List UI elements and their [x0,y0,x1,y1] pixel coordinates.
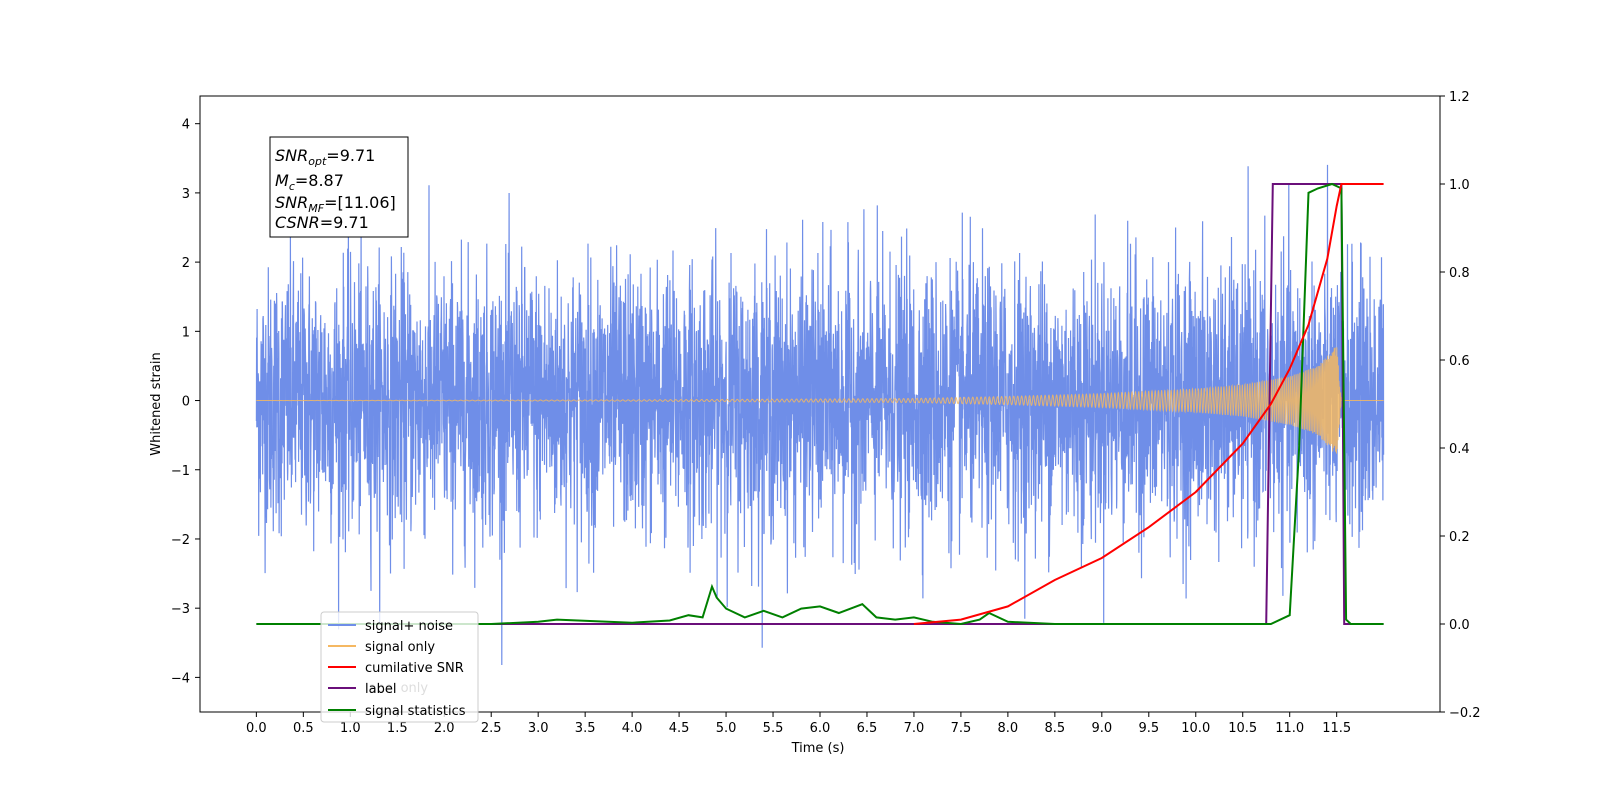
y-left-tick-label: 4 [182,118,190,133]
x-tick-label: 6.5 [857,721,878,736]
y-left-tick-label: −2 [171,533,190,548]
legend-label: signal statistics [365,704,466,719]
y-right-tick-label: 1.2 [1449,90,1470,105]
y-left-tick-label: 2 [182,256,190,271]
x-tick-label: 4.0 [622,721,643,736]
y-right-tick-label: 0.8 [1449,266,1470,281]
x-tick-label: 1.0 [340,721,361,736]
y-right-tick-label: 0.0 [1449,618,1470,633]
legend-frame [320,611,479,723]
x-tick-label: 5.5 [763,721,784,736]
x-tick-label: 11.5 [1322,721,1351,736]
x-tick-label: 7.0 [904,721,925,736]
y-right-tick-label: 0.2 [1449,530,1470,545]
x-tick-label: 8.5 [1045,721,1066,736]
stat-csnr: CSNR=9.71 [275,213,369,232]
x-tick-label: 6.0 [810,721,831,736]
x-tick-label: 0.0 [246,721,267,736]
plot-area [255,164,1385,666]
x-tick-label: 7.5 [951,721,972,736]
stats-annotation-box: SNRopt=9.71 Mc=8.87 SNRMF=[11.06] CSNR=9… [269,136,409,238]
x-tick-label: 2.0 [434,721,455,736]
x-axis-title: Time (s) [791,741,845,756]
x-tick-label: 9.0 [1091,721,1112,736]
series-signal-noise-line [255,164,1385,666]
y-axis-title: Whitened strain [149,352,164,455]
y-right-tick-label: 0.6 [1449,354,1470,369]
y-right-tick-label: 0.4 [1449,442,1470,457]
x-axis: 0.0 0.5 1.0 1.5 2.0 2.5 3.0 3.5 4.0 4.5 5.0 5.5 6.0 6… [246,712,1351,736]
y-left-tick-label: −4 [171,671,190,686]
x-tick-label: 8.0 [998,721,1019,736]
stat-snr-mf: SNRMF=[11.06] [275,193,396,215]
y-axis-right: −0.2 0.0 0.2 0.4 0.6 0.8 1.0 1.2 [1440,90,1481,721]
y-axis-left: −4 −3 −2 −1 0 1 2 3 4 [171,118,200,686]
x-tick-label: 11.0 [1275,721,1304,736]
y-right-tick-label: −0.2 [1449,706,1481,721]
legend-label: label [365,682,396,697]
series-signal-statistics-line [256,182,1384,626]
x-tick-label: 1.5 [387,721,408,736]
stats-box-frame [269,136,409,238]
x-tick-label: 2.5 [481,721,502,736]
x-tick-label: 9.5 [1138,721,1159,736]
legend-label: signal+ noise [365,619,453,634]
x-tick-label: 10.5 [1228,721,1257,736]
x-tick-label: 4.5 [669,721,690,736]
x-tick-label: 10.0 [1181,721,1210,736]
x-tick-label: 5.0 [716,721,737,736]
x-tick-label: 0.5 [293,721,314,736]
x-tick-label: 3.5 [575,721,596,736]
legend-label: cumilative SNR [365,661,464,676]
series-signal-only-line [256,347,1384,454]
y-right-tick-label: 1.0 [1449,178,1470,193]
legend-label: signal only [365,640,435,655]
stat-snr-opt: SNRopt=9.71 [275,146,375,168]
y-left-tick-label: 3 [182,187,190,202]
legend-obscured-label: label only [365,681,428,696]
x-tick-label: 3.0 [528,721,549,736]
legend: label only signal+ noise signal only cumil… [320,611,479,723]
y-left-tick-label: 1 [182,325,190,340]
stat-chirp-mass: Mc=8.87 [275,171,344,193]
y-left-tick-label: 0 [182,395,190,410]
y-left-tick-label: −3 [171,602,190,617]
series-cumulative-snr-line [913,183,1384,625]
y-left-tick-label: −1 [171,464,190,479]
